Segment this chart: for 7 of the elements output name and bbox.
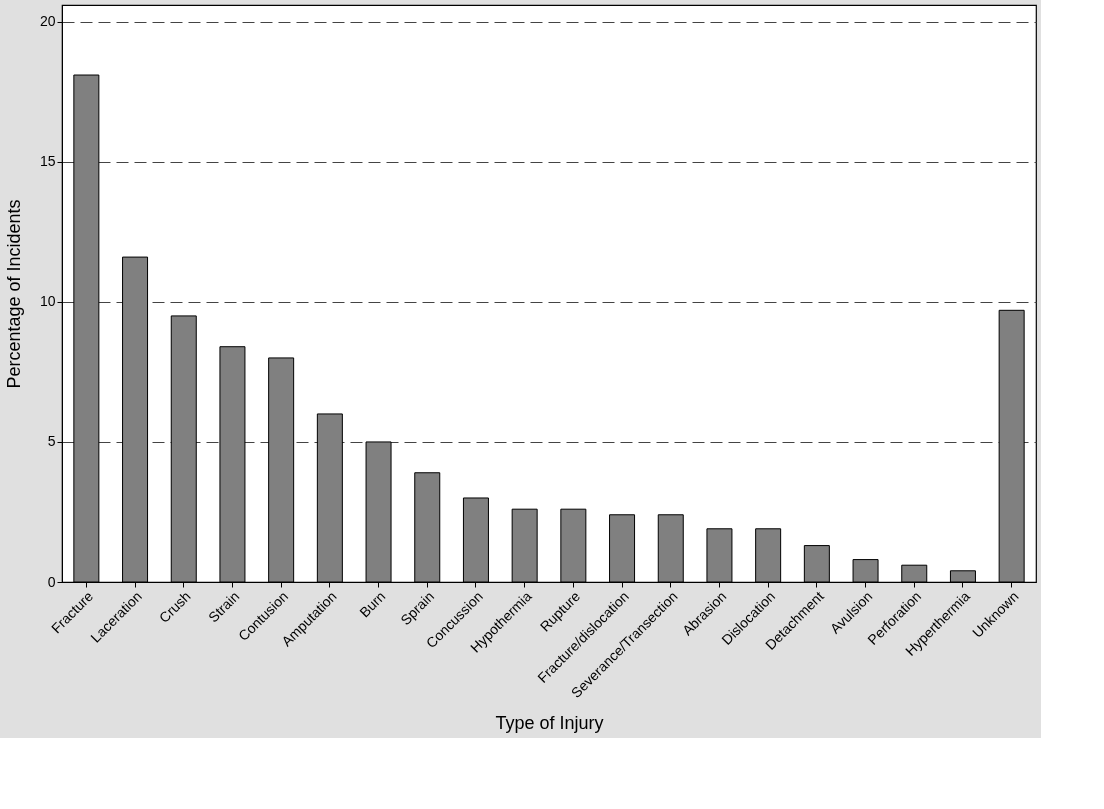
y-tick-label: 0 [47, 573, 56, 590]
y-tick-label: 15 [39, 153, 56, 170]
y-tick-label: 5 [47, 433, 56, 450]
y-tick-label: 20 [39, 13, 56, 30]
y-tick-label: 10 [39, 293, 56, 310]
x-axis-title: Type of Injury [495, 712, 604, 733]
y-axis-title: Percentage of Incidents [3, 199, 24, 389]
